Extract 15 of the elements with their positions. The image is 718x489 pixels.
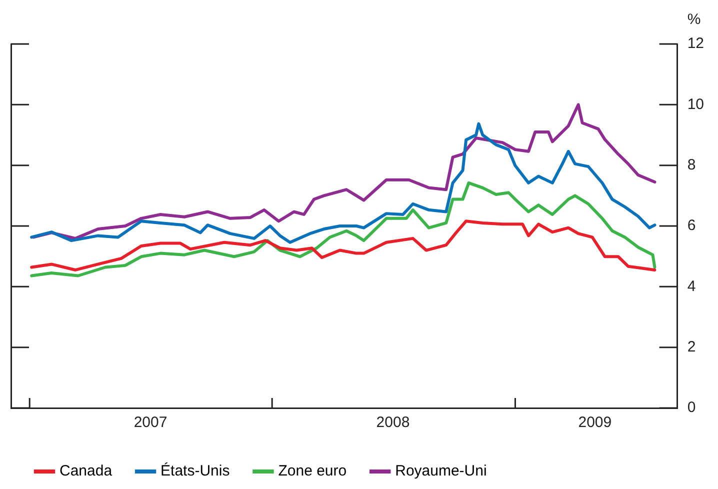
y-tick-label: 6 <box>687 217 696 234</box>
legend-label: Canada <box>60 462 113 480</box>
y-tick-label: 8 <box>687 156 696 174</box>
y-tick-label: 0 <box>687 399 696 416</box>
y-axis-title: % <box>687 11 701 28</box>
legend-label: États-Unis <box>160 462 230 480</box>
legend-label: Royaume-Uni <box>395 462 487 480</box>
x-tick-label: 2007 <box>134 414 168 432</box>
y-tick-label: 2 <box>687 338 696 356</box>
x-tick-label: 2008 <box>376 414 410 432</box>
y-tick-label: 10 <box>687 96 704 113</box>
x-tick-label: 2009 <box>578 414 612 432</box>
y-tick-label: 4 <box>687 278 696 295</box>
legend-label: Zone euro <box>278 462 347 480</box>
y-tick-label: 12 <box>687 35 704 52</box>
